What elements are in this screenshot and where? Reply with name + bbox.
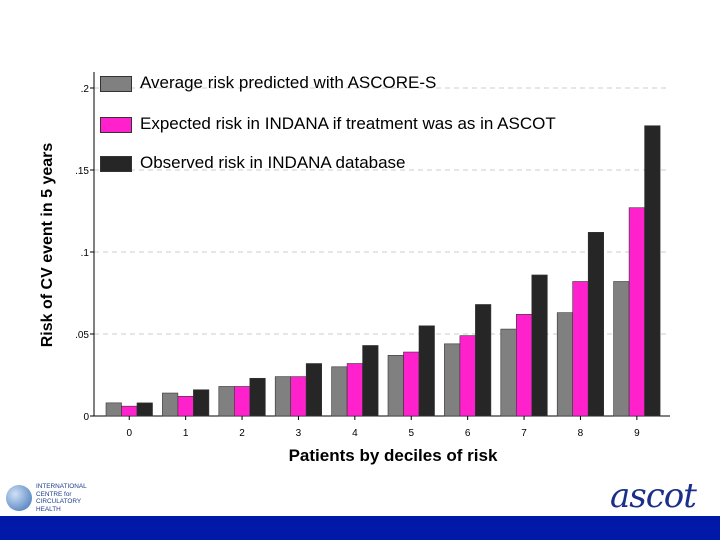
globe-icon	[6, 485, 32, 511]
bar	[362, 345, 379, 417]
x-tick-label: 0	[126, 428, 132, 439]
bar	[644, 125, 661, 417]
x-tick-label: 1	[183, 428, 189, 439]
bar	[105, 402, 122, 417]
y-tick-label: .2	[81, 84, 90, 95]
icch-line-3: CIRCULATORY	[36, 498, 82, 505]
legend-label-observed: Observed risk in INDANA database	[140, 153, 406, 172]
ascot-logo: ascot	[610, 476, 720, 516]
x-tick-label: 2	[239, 428, 245, 439]
y-axis-label: Risk of CV event in 5 years	[39, 142, 56, 348]
icch-logo-text: INTERNATIONAL CENTRE for CIRCULATORY HEA…	[36, 483, 106, 513]
bar	[459, 335, 476, 417]
legend-label-expected: Expected risk in INDANA if treatment was…	[140, 114, 556, 133]
icch-line-2: CENTRE for	[36, 490, 72, 498]
bar	[331, 366, 348, 417]
footer-bar	[0, 516, 720, 540]
bar	[162, 392, 179, 417]
bar	[444, 343, 461, 417]
bar	[177, 396, 194, 417]
y-tick-label: 0	[83, 412, 89, 423]
x-tick-label: 6	[465, 428, 471, 439]
bar	[218, 386, 235, 417]
bar	[572, 281, 589, 417]
bar	[305, 363, 323, 417]
legend-swatch-ascore	[100, 76, 132, 92]
bar	[234, 386, 251, 417]
bar	[290, 376, 307, 417]
legend-label-ascore: Average risk predicted with ASCORE-S	[140, 73, 437, 92]
bar	[475, 304, 492, 417]
x-axis-label: Patients by deciles of risk	[288, 446, 498, 465]
bar	[403, 351, 420, 417]
x-tick-label: 8	[578, 428, 584, 439]
icch-logo: INTERNATIONAL CENTRE for CIRCULATORY HEA…	[4, 483, 104, 515]
bar	[346, 363, 363, 417]
bar	[587, 232, 605, 417]
y-tick-label: .05	[75, 330, 89, 341]
bar	[121, 405, 138, 417]
bar	[556, 312, 574, 417]
bar	[274, 376, 292, 417]
bar	[500, 328, 517, 417]
bar	[193, 389, 210, 417]
y-tick-label: .1	[81, 248, 90, 259]
x-tick-label: 9	[634, 428, 640, 439]
legend-swatch-expected	[100, 117, 132, 133]
x-tick-label: 3	[296, 428, 302, 439]
legend-swatch-observed	[100, 156, 132, 172]
bar	[531, 274, 548, 417]
bar	[387, 355, 404, 417]
bar	[628, 207, 645, 417]
x-tick-label: 7	[521, 428, 527, 439]
bar	[249, 377, 266, 417]
x-tick-label: 5	[408, 428, 414, 439]
y-tick-label: .15	[75, 166, 89, 177]
x-tick-label: 4	[352, 428, 358, 439]
bar	[418, 325, 435, 417]
icch-line-4: HEALTH	[36, 505, 61, 513]
icch-line-1: INTERNATIONAL	[36, 483, 87, 490]
ascot-logo-text: ascot	[610, 476, 697, 516]
bar	[136, 402, 153, 417]
bar	[515, 314, 533, 417]
bar	[613, 281, 630, 417]
